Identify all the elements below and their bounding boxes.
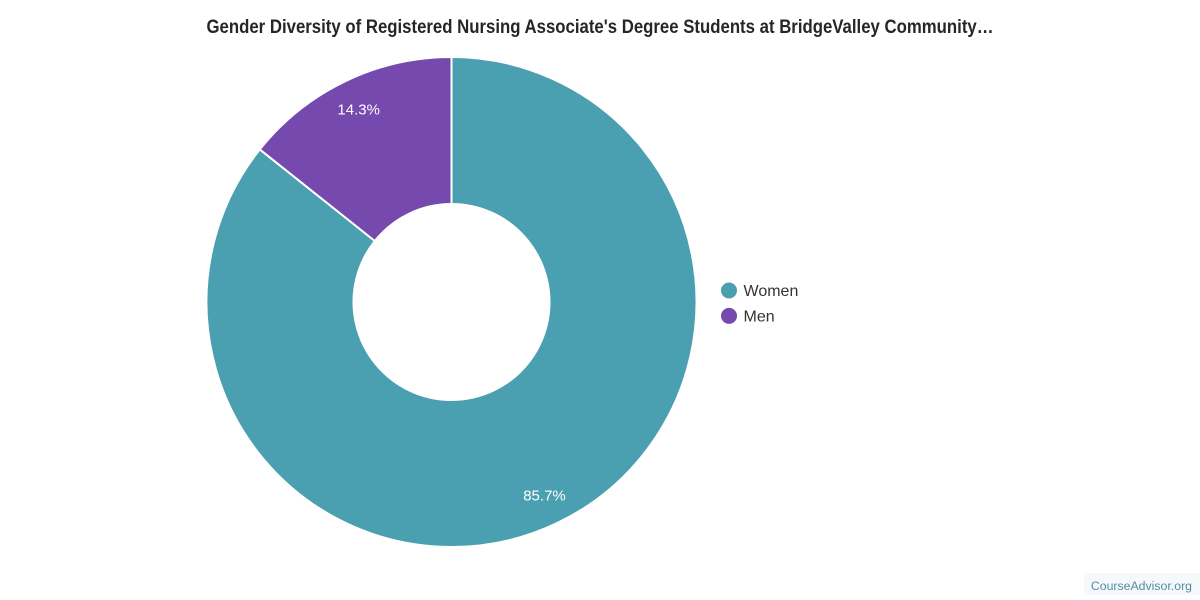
svg-text:85.7%: 85.7% — [523, 488, 566, 505]
svg-text:Women: Women — [744, 283, 799, 300]
svg-text:CourseAdvisor.org: CourseAdvisor.org — [1091, 579, 1192, 593]
svg-text:14.3%: 14.3% — [337, 102, 380, 119]
svg-text:Men: Men — [744, 309, 775, 326]
svg-text:Gender Diversity of Registered: Gender Diversity of Registered Nursing A… — [207, 17, 994, 38]
